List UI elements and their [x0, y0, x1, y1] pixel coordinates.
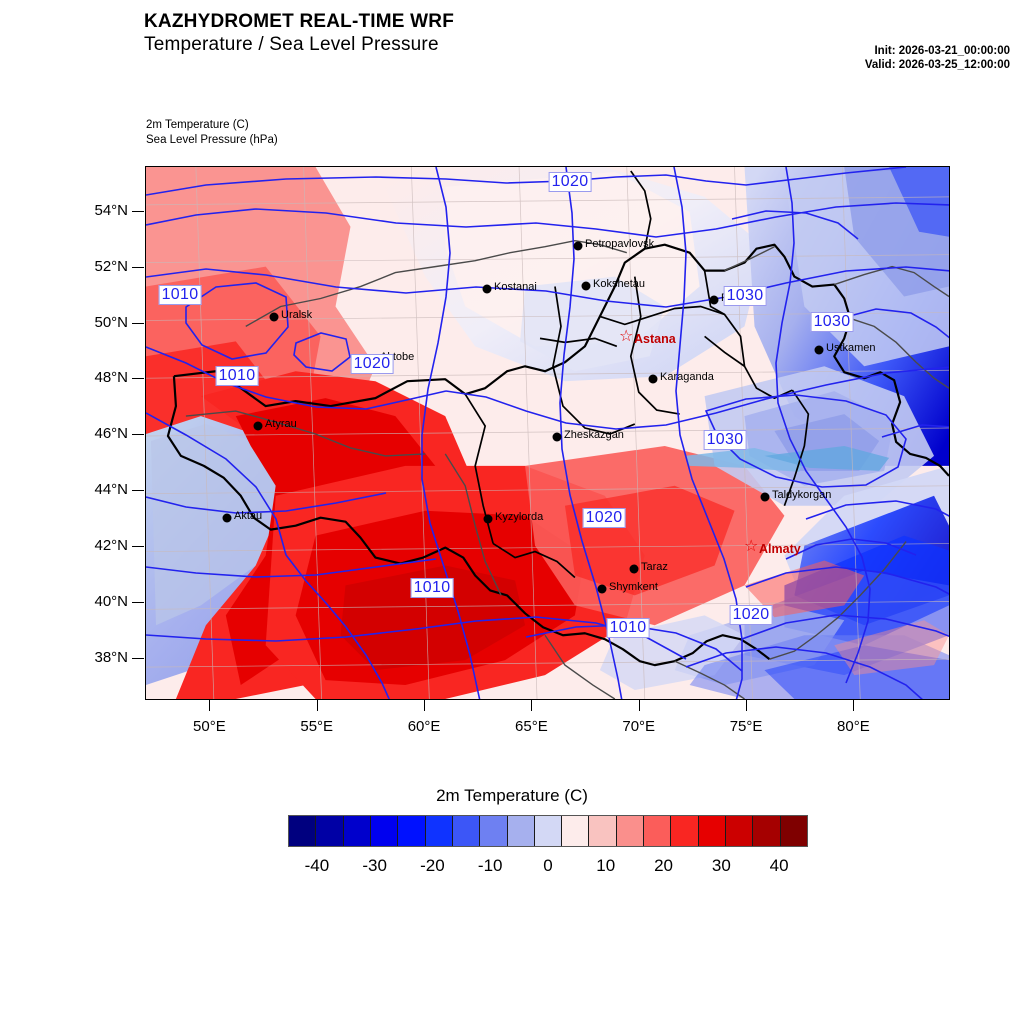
colorbar-tick-label: 20: [654, 856, 673, 875]
page-subtitle: Temperature / Sea Level Pressure: [144, 34, 439, 55]
longitude-tick-mark: [424, 700, 426, 711]
colorbar-swatch: [644, 816, 672, 846]
temperature-field: [146, 167, 949, 699]
longitude-tick-mark: [531, 700, 533, 711]
colorbar-swatch: [507, 816, 535, 846]
colorbar-tick-label: -40: [304, 856, 330, 875]
colorbar-swatch: [753, 816, 781, 846]
colorbar-swatch: [452, 816, 481, 846]
colorbar-tick-label: 10: [596, 856, 616, 875]
field-label-temperature: 2m Temperature (C): [146, 119, 249, 131]
colorbar-swatch: [726, 816, 754, 846]
field-label-pressure: Sea Level Pressure (hPa): [146, 134, 278, 146]
latitude-tick-mark: [132, 378, 144, 380]
longitude-tick-label: 60°E: [407, 718, 441, 735]
colorbar-swatch: [616, 816, 645, 846]
colorbar-swatch: [398, 816, 426, 846]
longitude-tick-label: 55°E: [300, 718, 334, 735]
colorbar-tick-label: 40: [769, 856, 789, 875]
longitude-tick-mark: [638, 700, 640, 711]
latitude-tick-label: 54°N: [94, 201, 128, 219]
colorbar-tick-labels: -40 -30 -20 -10 0 10 20 30 40: [288, 856, 808, 884]
colorbar-tick-label: -20: [420, 856, 445, 875]
title-block: KAZHYDROMET REAL-TIME WRF Temperature / …: [144, 10, 704, 56]
map-plot-area[interactable]: [145, 166, 950, 700]
colorbar-tick-label: -30: [362, 856, 387, 875]
colorbar-swatch: [425, 816, 453, 846]
latitude-tick-label: 48°N: [94, 369, 128, 387]
latitude-tick-mark: [132, 210, 144, 212]
latitude-tick-label: 46°N: [94, 425, 128, 443]
longitude-tick-label: 50°E: [193, 718, 226, 735]
longitude-tick-mark: [316, 700, 318, 711]
colorbar-swatch: [343, 816, 371, 846]
colorbar-tick-label: -10: [477, 856, 503, 875]
longitude-tick-mark: [746, 700, 748, 711]
colorbar-title: 2m Temperature (C): [436, 786, 588, 805]
colorbar-swatch: [289, 816, 317, 846]
colorbar-swatch: [671, 816, 699, 846]
latitude-tick-mark: [132, 602, 144, 604]
latitude-tick-label: 50°N: [94, 313, 128, 331]
latitude-tick-label: 52°N: [94, 257, 128, 275]
longitude-tick-label: 70°E: [622, 718, 656, 735]
field-label-block: 2m Temperature (C) Sea Level Pressure (h…: [146, 118, 278, 148]
latitude-tick-label: 40°N: [94, 593, 128, 611]
colorbar-swatch: [589, 816, 617, 846]
longitude-tick-label: 75°E: [729, 718, 763, 735]
latitude-tick-mark: [132, 266, 144, 268]
colorbar-swatch: [316, 816, 344, 846]
latitude-tick-mark: [132, 434, 144, 436]
colorbar-swatch: [698, 816, 726, 846]
run-time-block: Init: 2026-03-21_00:00:00 Valid: 2026-03…: [700, 44, 1010, 72]
colorbar[interactable]: [288, 815, 808, 847]
latitude-tick-label: 44°N: [94, 481, 128, 499]
colorbar-swatch: [534, 816, 563, 846]
sea-level-pressure-contours: [146, 167, 949, 699]
longitude-tick-mark: [209, 700, 211, 711]
colorbar-tick-label: 30: [711, 856, 731, 875]
page-title: KAZHYDROMET REAL-TIME WRF: [144, 11, 455, 32]
colorbar-swatch: [562, 816, 590, 846]
latitude-tick-label: 38°N: [94, 649, 128, 667]
colorbar-swatch: [780, 816, 807, 846]
longitude-tick-label: 65°E: [515, 718, 548, 735]
valid-time: Valid: 2026-03-25_12:00:00: [864, 59, 1010, 71]
colorbar-swatch: [370, 816, 399, 846]
colorbar-swatch: [480, 816, 508, 846]
latitude-tick-mark: [132, 490, 144, 492]
colorbar-tick-label: 0: [543, 856, 553, 875]
longitude-tick-mark: [853, 700, 855, 711]
longitude-tick-label: 80°E: [837, 718, 870, 735]
latitude-tick-mark: [132, 658, 144, 660]
latitude-tick-mark: [132, 546, 144, 548]
latitude-tick-mark: [132, 322, 144, 324]
init-time: Init: 2026-03-21_00:00:00: [874, 45, 1010, 57]
latitude-tick-label: 42°N: [94, 537, 128, 555]
